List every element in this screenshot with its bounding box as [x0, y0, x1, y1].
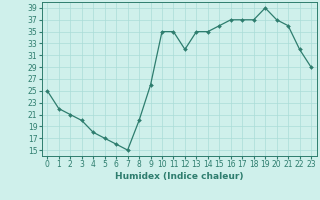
X-axis label: Humidex (Indice chaleur): Humidex (Indice chaleur) — [115, 172, 244, 181]
